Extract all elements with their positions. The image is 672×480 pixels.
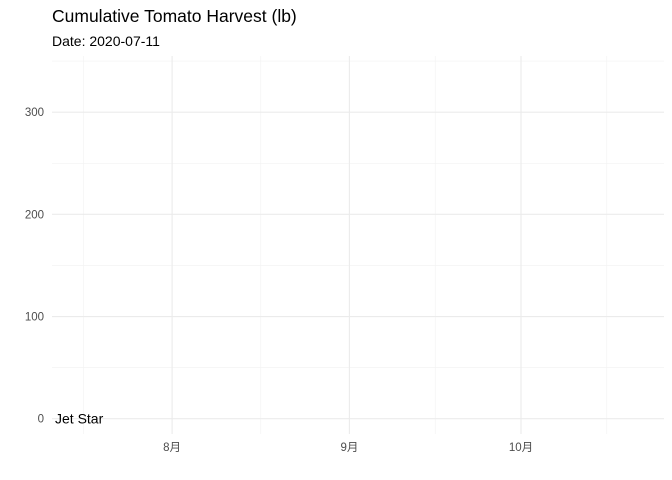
y-tick-label: 200 bbox=[25, 209, 44, 221]
y-tick-label: 100 bbox=[25, 312, 44, 324]
y-tick-label: 300 bbox=[25, 107, 44, 119]
x-tick-label: 10月 bbox=[509, 442, 533, 454]
minor-gridlines bbox=[52, 56, 664, 434]
y-tick-label: 0 bbox=[38, 414, 44, 426]
x-tick-label: 8月 bbox=[163, 442, 181, 454]
chart-subtitle: Date: 2020-07-11 bbox=[52, 33, 160, 49]
y-tick-labels: 0 100 200 300 bbox=[25, 107, 44, 425]
series-label: Jet Star bbox=[55, 411, 104, 427]
x-tick-labels: 8月 9月 10月 bbox=[163, 442, 533, 454]
x-tick-label: 9月 bbox=[340, 442, 358, 454]
major-gridlines bbox=[52, 56, 664, 434]
series-layer: Jet Star bbox=[55, 411, 104, 427]
chart-title: Cumulative Tomato Harvest (lb) bbox=[52, 6, 297, 26]
